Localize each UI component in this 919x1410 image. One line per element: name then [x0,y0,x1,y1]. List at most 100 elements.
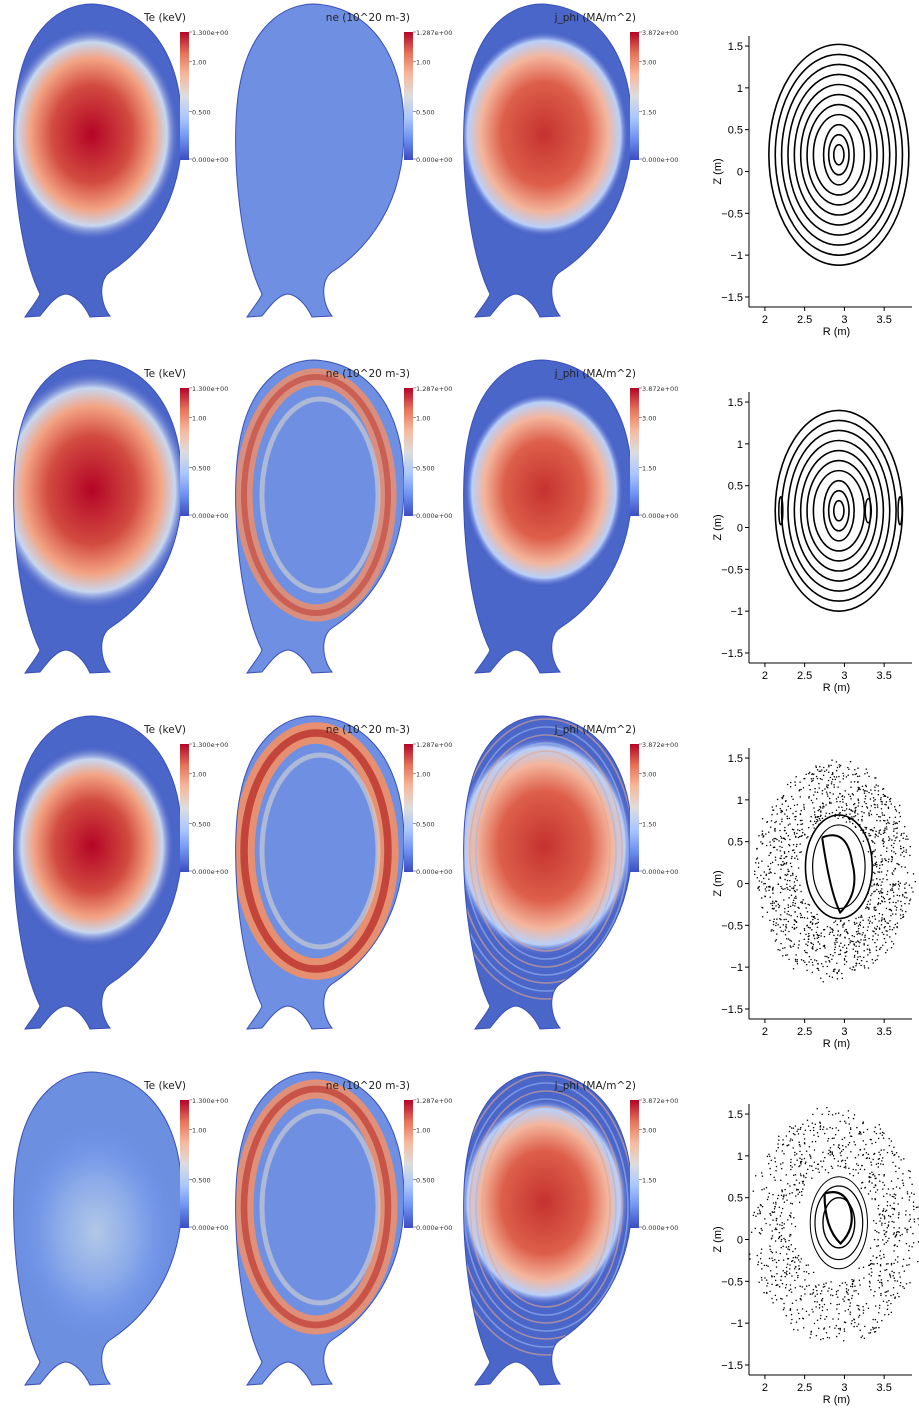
poincare-point [889,1194,891,1196]
poincare-point [780,1234,783,1237]
poincare-point [913,1193,915,1195]
poincare-point [888,1221,890,1223]
poincare-point [793,1268,796,1270]
poincare-point [852,1280,854,1283]
poincare-point [915,1206,918,1209]
poincare-point [848,793,850,796]
poincare-point [769,826,772,828]
poincare-point [796,823,799,826]
poincare-point [905,1210,907,1212]
poincare-point [828,765,830,768]
poincare-point [822,1337,824,1340]
poincare-point [779,926,781,928]
poincare-point [880,1281,883,1284]
poincare-point [909,1226,912,1228]
poincare-point [816,948,818,951]
poincare-point [881,917,883,919]
poincare-point [805,1176,807,1179]
colorbar-tick-label: 1.287e+00 [416,741,452,749]
poincare-point [897,900,899,902]
poincare-point [800,1190,803,1193]
poincare-point [771,1283,773,1285]
poincare-point [789,1288,792,1291]
poincare-point [841,1282,844,1284]
poincare-point [879,1254,881,1257]
colorbar-tick-label: 3.872e+00 [642,1097,678,1105]
poincare-point [785,923,787,926]
poincare-point [800,959,803,961]
poincare-point [784,887,786,890]
poincare-point [788,897,790,899]
poincare-point [776,1197,779,1200]
poincare-point [875,909,877,911]
poincare-point [829,1126,831,1129]
poincare-point [874,918,877,920]
poincare-point [806,952,808,954]
poincare-point [868,1280,871,1283]
poincare-point [862,1131,865,1133]
poincare-point [780,1246,782,1249]
poincare-point [892,823,895,826]
poincare-point [845,776,848,778]
poincare-point [755,1215,757,1217]
poincare-point [780,855,783,857]
poincare-point [874,1126,877,1129]
poincare-point [836,1303,838,1306]
poincare-point [850,798,852,800]
poincare-point [754,1227,757,1230]
y-tick-label: −1 [730,250,743,262]
poincare-point [868,948,871,950]
poincare-point [909,845,912,848]
poincare-point [815,1306,817,1308]
poincare-point [794,920,796,922]
poincare-point [857,1172,860,1174]
poincare-point [781,1282,784,1285]
poincare-point [818,1303,821,1306]
poincare-point [851,822,854,825]
poincare-point [758,835,760,837]
poincare-point [874,1141,877,1144]
poincare-point [836,937,838,940]
poincare-point [815,775,818,778]
poincare-point [877,903,879,906]
poincare-point [893,895,895,897]
colorbar-scale [404,744,413,872]
poincare-point [772,887,774,890]
poincare-point [883,1229,885,1232]
poincare-point [788,1239,790,1242]
poincare-point [790,1291,793,1293]
poincare-point [814,1295,817,1297]
poincare-point [835,809,838,811]
poincare-point [761,818,764,820]
poincare-point [884,1291,886,1293]
poincare-point [765,874,767,877]
poincare-point [795,954,797,956]
poincare-point [850,1322,853,1325]
poincare-point [874,941,876,944]
poincare-point [842,1148,845,1151]
poincare-point [811,915,813,918]
poincare-point [847,1308,850,1311]
poincare-point [808,1146,811,1148]
poincare-point [778,1231,781,1234]
poincare-point [874,1229,876,1232]
poincare-point [780,863,782,866]
poincare-point [795,920,798,923]
poincare-point [812,777,814,780]
poincare-point [790,894,793,896]
poincare-point [869,1190,872,1192]
poincare-point [780,841,783,843]
poincare-point [869,951,871,954]
poincare-point [792,1174,795,1177]
poincare-point [896,827,899,829]
poincare-point [847,774,849,776]
poincare-point [893,828,895,830]
poincare-point [890,914,892,917]
poincare-point [768,868,771,871]
poincare-point [780,1238,783,1241]
poincare-point [881,1319,883,1322]
poincare-point [797,906,799,909]
poincare-point [790,1216,792,1218]
poincare-point [908,1257,911,1259]
poincare-point [854,807,856,809]
